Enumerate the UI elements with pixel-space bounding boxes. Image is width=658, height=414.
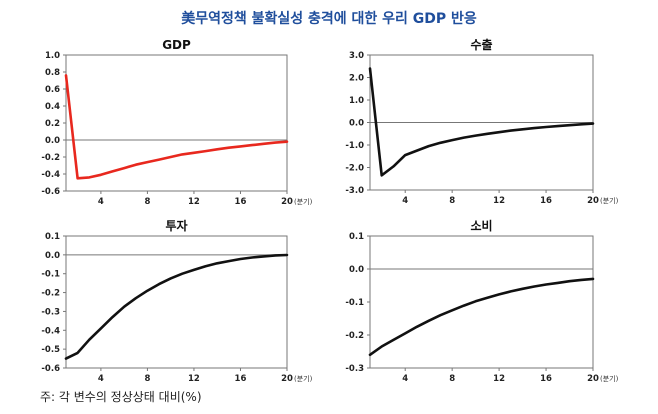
y-tick-label: 0.2 bbox=[45, 119, 60, 129]
y-tick-label: -0.2 bbox=[41, 153, 60, 163]
chart-panel-1: GDP 1.0 0.8 0.6 0.4 0.2 0.0 -0.2 -0.4 -0.6 4 8 12 16 2… bbox=[41, 38, 312, 207]
x-tick-label: 4 bbox=[402, 196, 408, 206]
x-tick-label: 8 bbox=[144, 197, 150, 207]
x-tick-label: 12 bbox=[188, 197, 200, 207]
chart-title: 수출 bbox=[470, 37, 492, 52]
x-tick-label: 4 bbox=[98, 374, 104, 384]
y-tick-label: -0.1 bbox=[345, 298, 364, 308]
chart-title: 투자 bbox=[165, 218, 187, 233]
y-tick-label: -0.4 bbox=[41, 326, 60, 336]
y-tick-label: 0.0 bbox=[45, 136, 60, 146]
y-tick-label: -0.6 bbox=[41, 187, 60, 197]
chart-title: GDP bbox=[162, 38, 191, 52]
y-tick-label: -0.5 bbox=[41, 345, 60, 355]
x-tick-label: 8 bbox=[144, 374, 150, 384]
chart-panel-4: 소비 0.1 0.0 -0.1 -0.2 -0.3 4 8 12 16 20 (분기) bbox=[345, 218, 618, 384]
x-tick-label: 8 bbox=[449, 196, 455, 206]
x-axis-unit-label: (분기) bbox=[294, 374, 313, 383]
x-tick-label: 20 bbox=[281, 197, 293, 207]
x-tick-label: 20 bbox=[587, 196, 599, 206]
x-tick-label: 12 bbox=[493, 196, 505, 206]
x-tick-label: 20 bbox=[587, 374, 599, 384]
y-tick-label: 1.0 bbox=[45, 51, 60, 61]
x-axis-unit-label: (분기) bbox=[600, 196, 619, 205]
x-axis-unit-label: (분기) bbox=[294, 197, 313, 206]
plot-frame bbox=[369, 235, 594, 369]
x-axis-unit-label: (분기) bbox=[600, 374, 619, 383]
x-tick-label: 16 bbox=[235, 374, 247, 384]
y-tick-label: -3.0 bbox=[345, 186, 364, 196]
x-tick-label: 12 bbox=[188, 374, 200, 384]
plot-frame bbox=[65, 54, 288, 192]
y-tick-label: 0.8 bbox=[45, 68, 60, 78]
x-tick-label: 4 bbox=[98, 197, 104, 207]
y-tick-label: 0.4 bbox=[45, 102, 60, 112]
y-tick-label: -0.2 bbox=[41, 289, 60, 299]
series-line bbox=[368, 277, 595, 357]
y-tick-label: 2.0 bbox=[349, 74, 364, 84]
y-tick-label: 0.0 bbox=[349, 265, 364, 275]
footnote: 주: 각 변수의 정상상태 대비(%) bbox=[40, 390, 202, 404]
x-tick-label: 12 bbox=[493, 374, 505, 384]
x-tick-label: 4 bbox=[402, 374, 408, 384]
chart-panel-3: 투자 0.1 0.0 -0.1 -0.2 -0.3 -0.4 -0.5 -0.6 4 8 12 16 20… bbox=[41, 218, 312, 384]
plot-frame bbox=[65, 235, 288, 369]
y-tick-label: 0.1 bbox=[45, 232, 60, 242]
y-tick-label: -0.1 bbox=[41, 270, 60, 280]
y-tick-label: 1.0 bbox=[349, 96, 364, 106]
x-tick-label: 16 bbox=[540, 196, 552, 206]
y-tick-label: -0.3 bbox=[41, 307, 60, 317]
y-tick-label: -0.6 bbox=[41, 364, 60, 374]
y-tick-label: 0.0 bbox=[349, 119, 364, 129]
series-line bbox=[64, 253, 289, 360]
chart-panel-2: 수출 3.0 2.0 1.0 0.0 -1.0 -2.0 -3.0 4 8 12 16 20 (분기) bbox=[345, 37, 618, 206]
x-tick-label: 20 bbox=[281, 374, 293, 384]
page-title: 美무역정책 불확실성 충격에 대한 우리 GDP 반응 bbox=[181, 11, 477, 27]
x-tick-label: 16 bbox=[235, 197, 247, 207]
series-line bbox=[368, 67, 595, 177]
series-line bbox=[64, 74, 289, 180]
y-tick-label: -0.3 bbox=[345, 364, 364, 374]
y-tick-label: -0.2 bbox=[345, 331, 364, 341]
y-tick-label: 0.0 bbox=[45, 251, 60, 261]
x-tick-label: 16 bbox=[540, 374, 552, 384]
y-tick-label: -2.0 bbox=[345, 164, 364, 174]
x-tick-label: 8 bbox=[449, 374, 455, 384]
y-tick-label: 3.0 bbox=[349, 51, 364, 61]
chart-title: 소비 bbox=[470, 218, 492, 233]
y-tick-label: -0.4 bbox=[41, 170, 60, 180]
y-tick-label: -1.0 bbox=[345, 141, 364, 151]
y-tick-label: 0.1 bbox=[349, 232, 364, 242]
y-tick-label: 0.6 bbox=[45, 85, 60, 95]
